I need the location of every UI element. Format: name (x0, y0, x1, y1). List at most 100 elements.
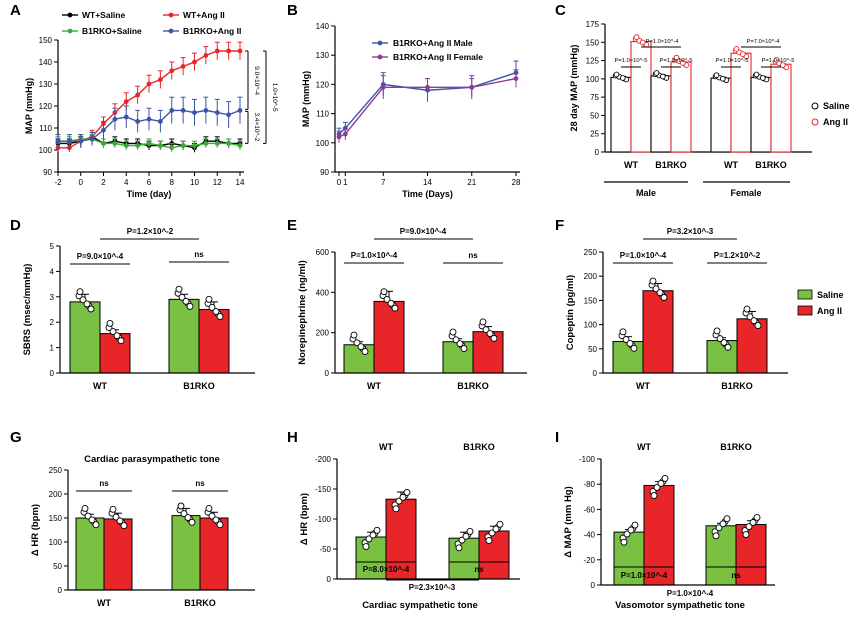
panel-h-data-point (496, 520, 504, 528)
panel-e-ns: ns (468, 251, 478, 260)
panel-f-p-value: P=3.2×10^-3 (667, 227, 714, 236)
panel-b-legend-label: B1RKO+Ang II Female (393, 52, 483, 62)
panel-i-y-tick-label: 0 (591, 581, 596, 590)
panel-a-legend-marker (168, 28, 174, 34)
panel-i-y-tick-label: -80 (583, 480, 595, 489)
panel-f-y-tick-label: 150 (584, 296, 598, 305)
panel-e-data-point (350, 331, 358, 339)
panel-i-y-tick-label: -40 (583, 531, 595, 540)
panel-d-y-label: SBRS (msec/mmHg) (22, 264, 33, 356)
panel-d-data-point (106, 320, 114, 327)
panel-d-p-value: P=1.2×10^-2 (127, 227, 174, 236)
panel-a-data-point (135, 143, 141, 149)
panel-a-data-point (214, 110, 220, 115)
panel-a-data-point (78, 138, 84, 144)
panel-f-category-label: WT (636, 381, 650, 391)
panel-h-y-tick-label: -200 (315, 455, 332, 464)
panel-a-x-tick-label: 2 (101, 178, 106, 187)
panel-c-bar-female-b1rko-saline (750, 76, 772, 153)
panel-a-data-point (66, 145, 72, 151)
panel-f-data-point (724, 343, 732, 351)
panel-c-p-value: P=1.0×10^-5 (715, 58, 748, 64)
panel-c-data-point (633, 34, 640, 41)
panel-a-data-point (192, 59, 197, 65)
panel-f-legend-label: Saline (817, 290, 844, 300)
panel-g-data-point (81, 504, 89, 512)
panel-a-data-point (157, 143, 163, 149)
panel-d-p-value: P=9.0×10^-4 (77, 252, 124, 261)
panel-a-y-tick-label: 140 (39, 58, 53, 67)
panel-g-bar-wt-angii (103, 518, 133, 591)
panel-f-y-tick-label: 0 (593, 369, 598, 378)
panel-b-data-point (425, 84, 430, 90)
panel-a-data-point (146, 81, 152, 87)
panel-label-e: E (287, 217, 297, 234)
panel-h-y-tick-label: -50 (319, 545, 331, 554)
panel-a-data-point (112, 141, 118, 146)
panel-g-y-tick-label: 100 (49, 538, 63, 547)
panel-i-data-point (623, 530, 631, 538)
panel-b-x-label: Time (Days) (402, 189, 453, 199)
panel-a-data-point (55, 145, 61, 151)
panel-a-x-tick-label: -2 (54, 178, 62, 187)
panel-c-data-point (719, 75, 726, 82)
panel-f-p-value: P=1.0×10^-4 (620, 251, 667, 260)
panel-g-bar-b1rko-angii (199, 517, 229, 591)
panel-a-data-point (135, 92, 141, 98)
panel-i-title: Vasomotor sympathetic tone (615, 600, 745, 611)
panel-h-data-point (455, 544, 463, 552)
panel-a-data-point (169, 68, 175, 74)
panel-a-legend-label: WT+Ang II (183, 10, 225, 20)
panel-d-y-tick-label: 1 (50, 344, 55, 353)
panel-a-x-tick-label: 8 (170, 178, 175, 187)
panel-f-bar-wt-angii (642, 290, 674, 374)
panel-d-category-label: WT (93, 381, 107, 391)
panel-d-data-point (83, 300, 91, 308)
panel-h-y-label: Δ HR (bpm) (299, 493, 310, 545)
panel-e-data-point (391, 304, 399, 312)
panel-i-bar-wt-saline (613, 531, 645, 586)
panel-g-bar-wt-saline (75, 517, 105, 591)
panel-f-data-point (713, 327, 721, 335)
panel-a-series-line-1 (58, 50, 240, 149)
panel-c-data-point (679, 60, 686, 66)
panel-a-x-tick-label: 10 (190, 178, 199, 187)
panel-b-x-tick-label: 7 (381, 178, 386, 187)
panel-b-data-point (380, 84, 386, 90)
panel-h-data-point (392, 505, 400, 513)
panel-d-y-tick-label: 2 (50, 318, 55, 327)
panel-a-data-point (203, 141, 209, 146)
panel-i-data-point (657, 479, 665, 487)
panel-g-category-label: WT (97, 598, 111, 608)
panel-c-y-tick-label: 100 (586, 75, 600, 84)
panel-h-data-point (399, 493, 407, 501)
panel-d-y-tick-label: 3 (50, 293, 55, 302)
panel-f-legend-label: Ang II (817, 306, 842, 316)
panel-c-data-point (733, 46, 740, 52)
panel-c-legend-marker (811, 102, 819, 110)
panel-c-p-value: P=1.0×10^-5 (614, 58, 647, 64)
panel-a-y-tick-label: 150 (39, 36, 53, 45)
panel-b-y-label: MAP (mmHg) (301, 71, 311, 127)
panel-g-data-point (216, 521, 224, 529)
panel-c-data-point (753, 71, 760, 78)
panel-c-legend-marker (811, 118, 819, 126)
panel-f-data-point (630, 344, 638, 352)
panel-c-data-point (673, 54, 680, 61)
panel-c-group-label: WT (724, 160, 738, 170)
panel-h-data-point (485, 537, 493, 545)
panel-h-title: Cardiac sympathetic tone (362, 600, 478, 611)
panel-c-p-value: P=1.0×10^-4 (645, 39, 679, 45)
panel-f-y-tick-label: 250 (584, 248, 598, 257)
panel-g-data-point (188, 518, 196, 526)
panel-i-data-point (620, 538, 628, 546)
panel-c-y-label: 28 day MAP (mmHg) (569, 45, 579, 132)
panel-c-y-tick-label: 75 (590, 93, 599, 102)
panel-b-x-tick-label: 1 (343, 178, 348, 187)
panel-d-data-point (182, 297, 190, 305)
panel-a-data-point (226, 112, 232, 118)
panel-g-ns: ns (99, 479, 109, 488)
panel-i-data-point (661, 474, 669, 482)
panel-c-bar-male-wt-saline (610, 76, 632, 153)
